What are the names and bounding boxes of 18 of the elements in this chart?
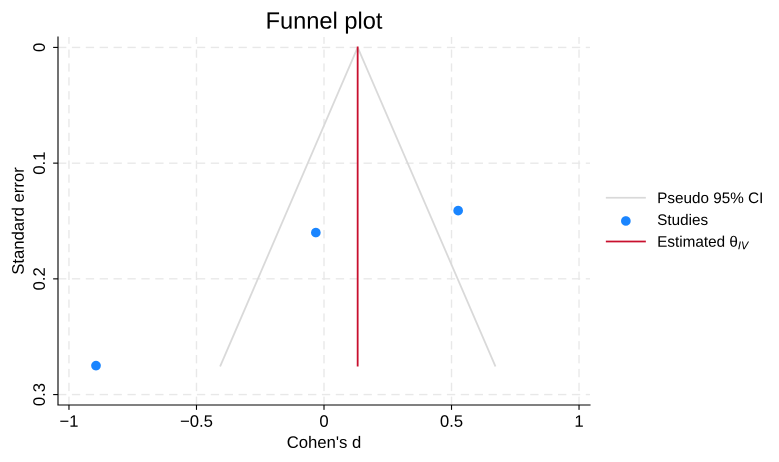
x-tick-label: −1	[60, 415, 78, 427]
legend-label: Pseudo 95% CI	[658, 192, 762, 204]
x-tick-label: 1	[576, 415, 583, 427]
x-tick-label: 0.5	[440, 415, 462, 427]
y-tick-label: 0	[33, 43, 45, 52]
point	[91, 360, 101, 371]
legend-label: Estimated θ$_{IV}$	[658, 236, 750, 250]
legend-label: Studies	[658, 214, 708, 226]
y-tick-label: 0.2	[33, 268, 45, 290]
x-axis-title: Cohen's d	[288, 436, 360, 448]
y-axis-title: Standard error	[12, 168, 24, 274]
y-tick-label: 0.3	[33, 384, 45, 406]
chart-title: Funnel plot	[268, 12, 382, 34]
point	[310, 228, 321, 238]
y-tick-label: 0.1	[33, 152, 45, 174]
x-tick-label: 0	[320, 415, 328, 427]
point	[453, 206, 464, 216]
x-tick-label: −0.5	[180, 415, 212, 427]
